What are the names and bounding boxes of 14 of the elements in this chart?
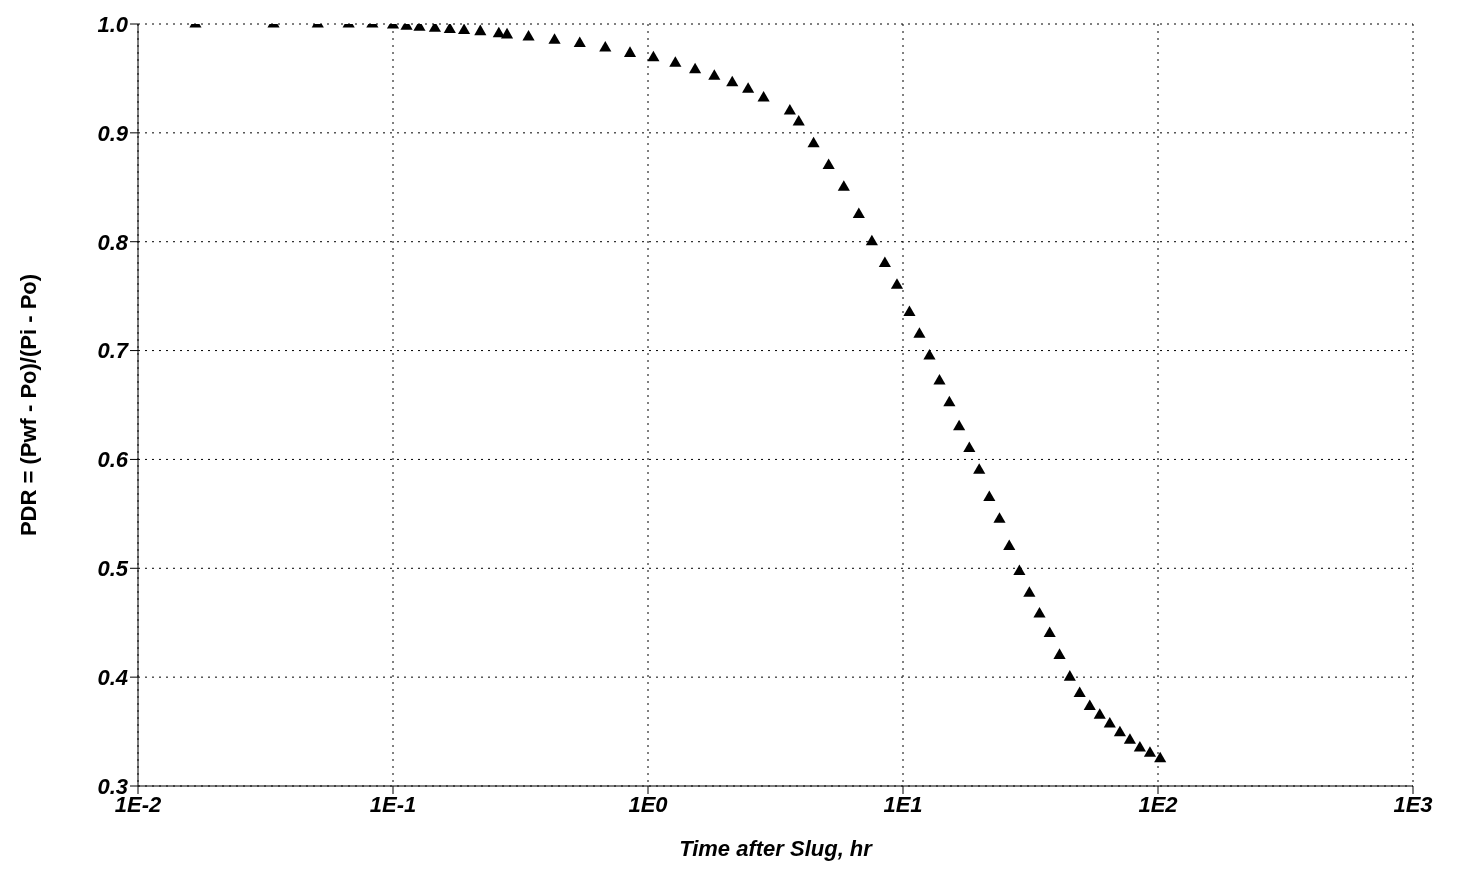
x-axis-title: Time after Slug, hr <box>679 836 874 861</box>
y-axis-title: PDR = (Pwf - Po)/(Pi - Po) <box>15 273 41 537</box>
x-tick-label: 1E1 <box>883 791 923 817</box>
y-tick-label: 0.6 <box>97 447 129 473</box>
x-tick-label: 1E0 <box>628 791 669 817</box>
x-tick-label: 1E-1 <box>369 791 417 817</box>
y-tick-label: 0.7 <box>97 338 130 364</box>
y-tick-label: 0.8 <box>97 229 129 255</box>
x-tick-label: 1E2 <box>1138 791 1179 817</box>
y-tick-label: 1.0 <box>97 11 129 37</box>
y-tick-label: 0.9 <box>97 120 129 146</box>
y-tick-label: 0.5 <box>97 556 129 582</box>
y-tick-label: 0.4 <box>97 664 128 690</box>
x-tick-label: 1E3 <box>1393 791 1433 817</box>
